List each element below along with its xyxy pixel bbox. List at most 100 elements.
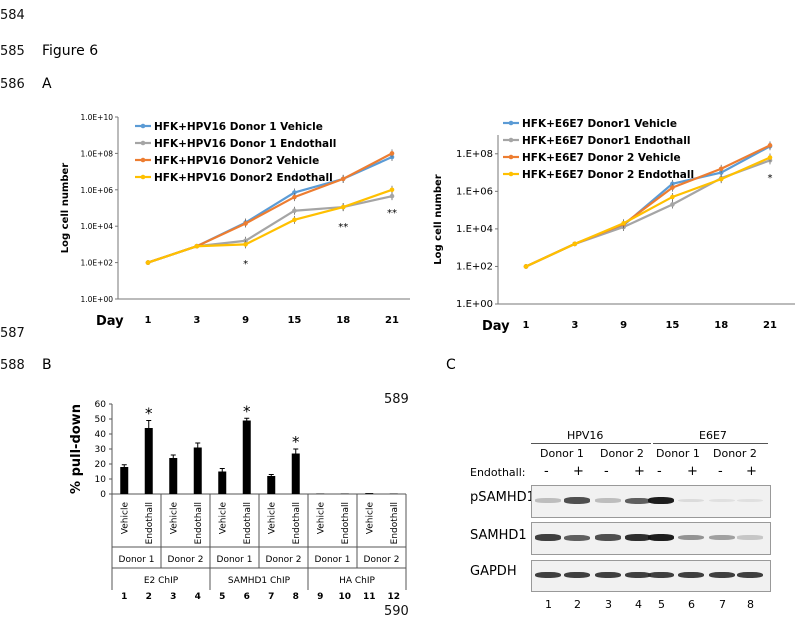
lane-number: 3 bbox=[170, 592, 176, 602]
data-point bbox=[670, 202, 675, 207]
legend-label: HFK+E6E7 Donor 2 Vehicle bbox=[522, 152, 681, 164]
legend-label: HFK+HPV16 Donor 1 Vehicle bbox=[154, 121, 323, 133]
chip-label: E2 ChIP bbox=[144, 576, 179, 586]
panel-letter-c: C bbox=[446, 357, 456, 373]
x-tick-label: 1 bbox=[145, 315, 152, 326]
bar bbox=[218, 471, 227, 494]
x-tick-label: 18 bbox=[714, 320, 728, 331]
legend-label: HFK+E6E7 Donor1 Vehicle bbox=[522, 118, 677, 130]
legend-marker bbox=[508, 137, 514, 143]
condition-label: Endothall bbox=[341, 502, 351, 544]
y-tick-label: 50 bbox=[95, 415, 107, 425]
data-point bbox=[340, 204, 346, 210]
data-point bbox=[292, 208, 297, 214]
x-tick-label: 15 bbox=[287, 315, 301, 326]
legend-label: HFK+HPV16 Donor 1 Endothall bbox=[154, 138, 336, 150]
data-point bbox=[243, 221, 248, 226]
x-axis-label: Day bbox=[96, 314, 124, 329]
y-axis-label: Log cell number bbox=[433, 174, 444, 265]
data-point bbox=[389, 193, 395, 199]
x-tick-label: 21 bbox=[763, 320, 777, 331]
donor-label: Donor 1 bbox=[119, 555, 155, 565]
data-point bbox=[621, 220, 626, 226]
data-point bbox=[767, 155, 773, 160]
lane-number: 1 bbox=[121, 592, 127, 602]
condition-label: Endothall bbox=[390, 502, 400, 544]
data-point bbox=[670, 194, 675, 200]
legend-marker bbox=[140, 123, 146, 129]
legend-marker bbox=[140, 157, 146, 163]
bar bbox=[193, 447, 202, 494]
condition-label: Endothall bbox=[145, 502, 155, 544]
y-tick-label: 40 bbox=[95, 430, 107, 440]
line-number-585: 585 bbox=[0, 44, 25, 59]
legend-marker bbox=[508, 120, 514, 126]
bar bbox=[365, 493, 374, 494]
y-tick-label: 1.0E+00 bbox=[81, 295, 114, 304]
donor-label: Donor 1 bbox=[217, 555, 253, 565]
data-point bbox=[292, 217, 297, 223]
bar bbox=[120, 467, 129, 494]
y-tick-label: 10 bbox=[95, 475, 107, 485]
donor-label: Donor 2 bbox=[168, 555, 204, 565]
legend-marker bbox=[508, 154, 514, 160]
bar bbox=[242, 420, 251, 494]
x-tick-label: 3 bbox=[571, 320, 578, 331]
figure-title: Figure 6 bbox=[42, 43, 99, 59]
x-axis-label: Day bbox=[482, 319, 510, 334]
significance-marker: * bbox=[243, 259, 248, 270]
y-tick-label: 1.0E+06 bbox=[81, 186, 114, 195]
line-number-587: 587 bbox=[0, 326, 25, 341]
condition-label: Endothall bbox=[194, 502, 204, 544]
chip-label: HA ChIP bbox=[339, 576, 375, 586]
legend-label: HFK+E6E7 Donor 2 Endothall bbox=[522, 169, 694, 181]
significance-marker: * bbox=[145, 405, 153, 423]
condition-label: Vehicle bbox=[316, 502, 326, 535]
condition-label: Endothall bbox=[292, 502, 302, 544]
significance-marker: * bbox=[768, 173, 773, 184]
data-point bbox=[389, 151, 395, 156]
legend-label: HFK+HPV16 Donor2 Endothall bbox=[154, 172, 333, 184]
line-number-584: 584 bbox=[0, 8, 25, 23]
y-axis-label: Log cell number bbox=[60, 163, 71, 254]
legend-label: HFK+HPV16 Donor2 Vehicle bbox=[154, 155, 319, 167]
data-point bbox=[572, 241, 578, 247]
data-point bbox=[718, 176, 724, 182]
bar bbox=[267, 476, 276, 494]
lane-number: 5 bbox=[219, 592, 225, 602]
data-point bbox=[767, 143, 773, 148]
y-tick-label: 20 bbox=[95, 460, 107, 470]
legend-label: HFK+E6E7 Donor1 Endothall bbox=[522, 135, 690, 147]
y-tick-label: 1.E+06 bbox=[456, 186, 493, 197]
data-point bbox=[670, 185, 675, 190]
significance-marker: ** bbox=[387, 208, 397, 219]
condition-label: Endothall bbox=[243, 502, 253, 544]
lane-number: 4 bbox=[195, 592, 201, 602]
lane-number: 9 bbox=[317, 592, 323, 602]
data-point bbox=[292, 190, 297, 195]
x-tick-label: 21 bbox=[385, 315, 399, 326]
data-point bbox=[340, 176, 346, 182]
lane-number: 12 bbox=[387, 592, 400, 602]
lane-number: 10 bbox=[338, 592, 351, 602]
significance-marker: ** bbox=[338, 222, 348, 233]
donor-label: Donor 2 bbox=[364, 555, 400, 565]
condition-label: Vehicle bbox=[120, 502, 130, 535]
lane-number: 2 bbox=[146, 592, 152, 602]
y-tick-label: 1.0E+02 bbox=[81, 259, 114, 268]
condition-label: Vehicle bbox=[267, 502, 277, 535]
data-point bbox=[292, 194, 297, 200]
donor-label: Donor 2 bbox=[266, 555, 302, 565]
series-line-4 bbox=[525, 156, 771, 268]
y-tick-label: 60 bbox=[95, 400, 107, 410]
y-tick-label: 1.E+00 bbox=[456, 299, 493, 310]
x-tick-label: 3 bbox=[193, 315, 200, 326]
donor-label: Donor 1 bbox=[315, 555, 351, 565]
lane-number: 11 bbox=[363, 592, 376, 602]
y-tick-label: 1.0E+08 bbox=[81, 149, 114, 158]
line-number-590: 590 bbox=[384, 604, 409, 619]
data-point bbox=[145, 260, 151, 265]
